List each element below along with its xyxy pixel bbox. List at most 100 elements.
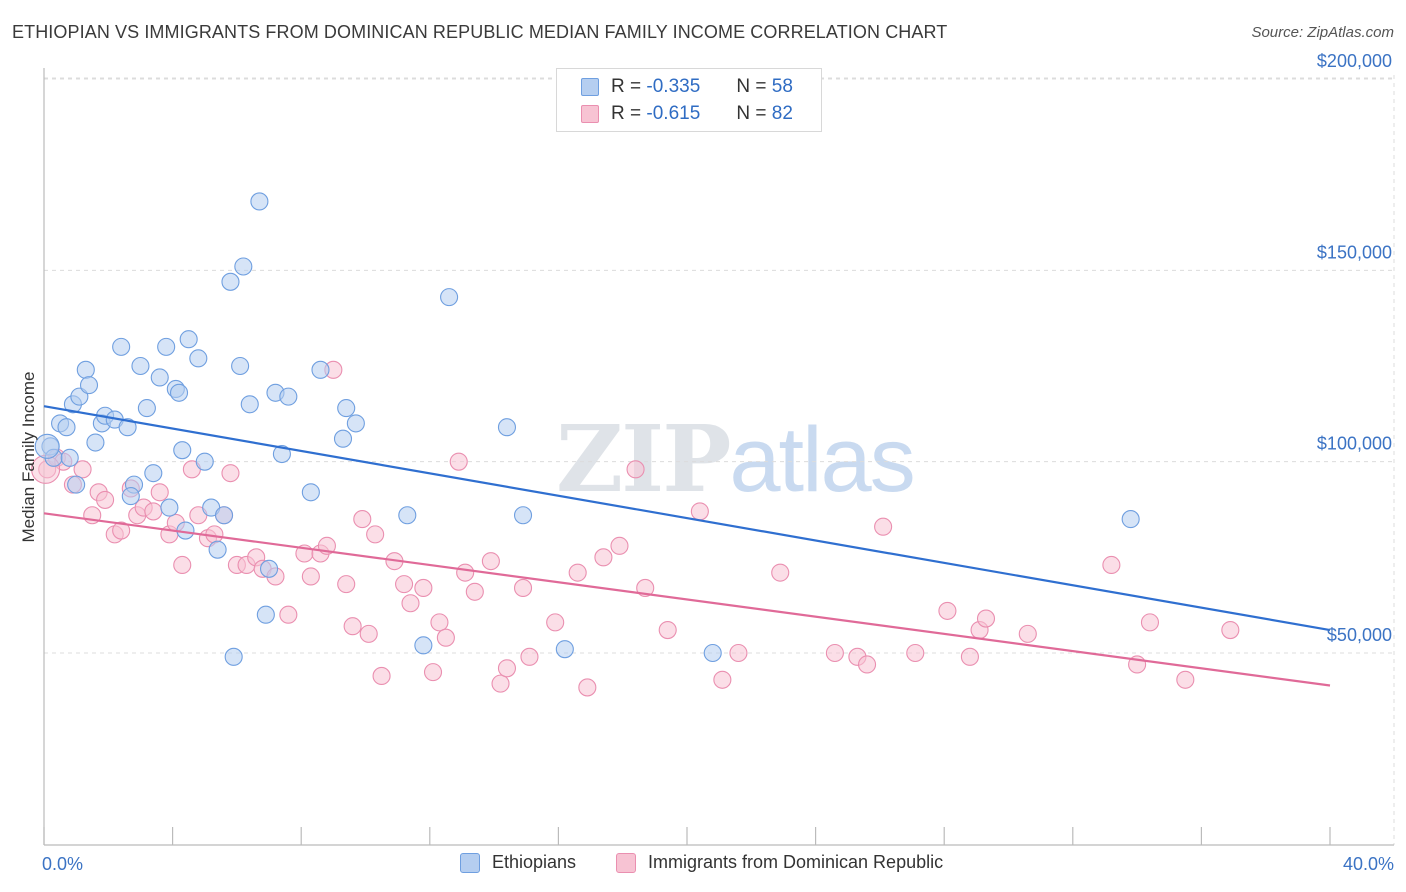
ethiopians-point: [301, 483, 320, 502]
dominican-point: [938, 601, 957, 620]
dominican-point: [729, 643, 748, 663]
ethiopians-point: [221, 272, 240, 291]
x-tick-label: 0.0%: [42, 854, 83, 874]
ethiopians-point: [231, 356, 250, 376]
ethiopians-point: [57, 418, 76, 437]
ethiopians-point: [311, 360, 330, 379]
dominican-point: [456, 563, 475, 582]
dominican-point: [690, 502, 709, 521]
ethiopians-point: [86, 433, 105, 452]
ethiopians-point: [79, 376, 99, 395]
dominican-point: [874, 517, 893, 536]
ethiopians-point: [121, 487, 140, 506]
dominican-point: [73, 460, 92, 479]
y-tick-label: $50,000: [1327, 625, 1392, 645]
ethiopians-point: [398, 506, 417, 525]
n-label: N =: [736, 103, 767, 124]
ethiopians-point: [272, 444, 291, 464]
dominican-point: [112, 521, 131, 540]
dominican-point: [401, 594, 420, 613]
dominican-trend-line: [43, 512, 1331, 687]
dominican-point: [279, 605, 298, 624]
dominican-point: [465, 582, 484, 601]
dominican-point: [610, 536, 629, 555]
dominican-point: [395, 575, 414, 594]
dominican-point: [546, 613, 565, 632]
ethiopians-point: [173, 441, 192, 460]
ethiopians-point: [157, 337, 176, 356]
legend-label-dominican: Immigrants from Dominican Republic: [648, 852, 944, 872]
ethiopians-point: [513, 506, 533, 525]
dominican-point: [491, 674, 510, 693]
correlation-legend: R = -0.335 N = 58 R = -0.615 N = 82: [556, 68, 822, 132]
y-tick-label: $200,000: [1317, 51, 1392, 71]
axis-labels: $50,000 $100,000 $150,000 $200,000 0.0% 40.0%…: [19, 51, 1394, 874]
ethiopians-point: [234, 257, 253, 276]
ethiopians-trend-line: [43, 405, 1331, 632]
y-tick-label: $150,000: [1317, 242, 1392, 262]
r-label: R =: [611, 103, 642, 124]
dominican-point: [594, 548, 613, 567]
dominican-point: [626, 460, 645, 479]
series-ethiopians-points: [34, 192, 1140, 666]
dominican-point: [423, 663, 443, 682]
dominican-point: [144, 502, 163, 521]
series-dominican-points: [31, 360, 1240, 697]
dominican-point: [825, 643, 844, 663]
legend-row-ethiopians: R = -0.335 N = 58: [581, 75, 793, 99]
ethiopians-point: [112, 337, 131, 356]
dominican-point: [497, 659, 517, 678]
ethiopians-point: [497, 418, 517, 437]
dominican-point: [359, 624, 378, 643]
dominican-point: [771, 563, 790, 582]
ethiopians-point: [1121, 510, 1140, 529]
dominican-point: [353, 510, 372, 529]
ethiopians-point: [279, 387, 298, 406]
legend-item-ethiopians[interactable]: Ethiopians: [460, 852, 576, 873]
ethiopians-point: [414, 636, 433, 655]
n-value: 82: [771, 103, 793, 124]
y-axis-label: Median Family Income: [19, 371, 38, 542]
ethiopians-point: [259, 559, 279, 578]
dominican-point: [1140, 613, 1160, 632]
n-value: 58: [771, 76, 793, 97]
ethiopians-point: [160, 498, 179, 517]
ethiopians-point: [240, 395, 259, 414]
ethiopians-point: [195, 452, 214, 471]
dominican-point: [906, 643, 925, 663]
legend-item-dominican[interactable]: Immigrants from Dominican Republic: [616, 852, 943, 873]
dominican-point: [173, 555, 192, 575]
ethiopians-point: [250, 192, 269, 211]
ethiopians-point: [224, 647, 243, 666]
watermark-zip: ZIP: [556, 405, 731, 513]
dominican-point: [221, 464, 240, 483]
legend-swatch-pink: [581, 105, 599, 123]
ethiopians-point: [208, 540, 227, 559]
ethiopians-point: [440, 288, 459, 307]
dominican-point: [436, 628, 455, 647]
dominican-point: [414, 578, 433, 597]
ethiopians-point: [137, 399, 156, 418]
dominican-point: [366, 525, 385, 544]
legend-swatch-dominican: [616, 852, 636, 873]
dominican-point: [568, 563, 587, 582]
ethiopians-point: [60, 448, 79, 467]
ethiopians-point: [703, 643, 722, 663]
dominican-point: [150, 483, 169, 502]
r-label: R =: [611, 76, 642, 97]
r-value: -0.335: [646, 76, 701, 97]
chart-title: ETHIOPIAN VS IMMIGRANTS FROM DOMINICAN R…: [12, 22, 948, 42]
ethiopians-point: [67, 475, 86, 494]
dominican-point: [449, 452, 468, 471]
dominican-point: [337, 575, 356, 594]
y-tick-label: $100,000: [1317, 434, 1392, 454]
dominican-point: [1018, 624, 1037, 643]
r-value: -0.615: [646, 103, 701, 124]
legend-row-dominican: R = -0.615 N = 82: [581, 102, 793, 126]
watermark: ZIPatlas: [556, 405, 916, 513]
dominican-point: [1221, 620, 1240, 640]
trend-lines: [43, 405, 1331, 687]
ethiopians-point: [131, 356, 150, 376]
dominican-point: [658, 620, 677, 640]
